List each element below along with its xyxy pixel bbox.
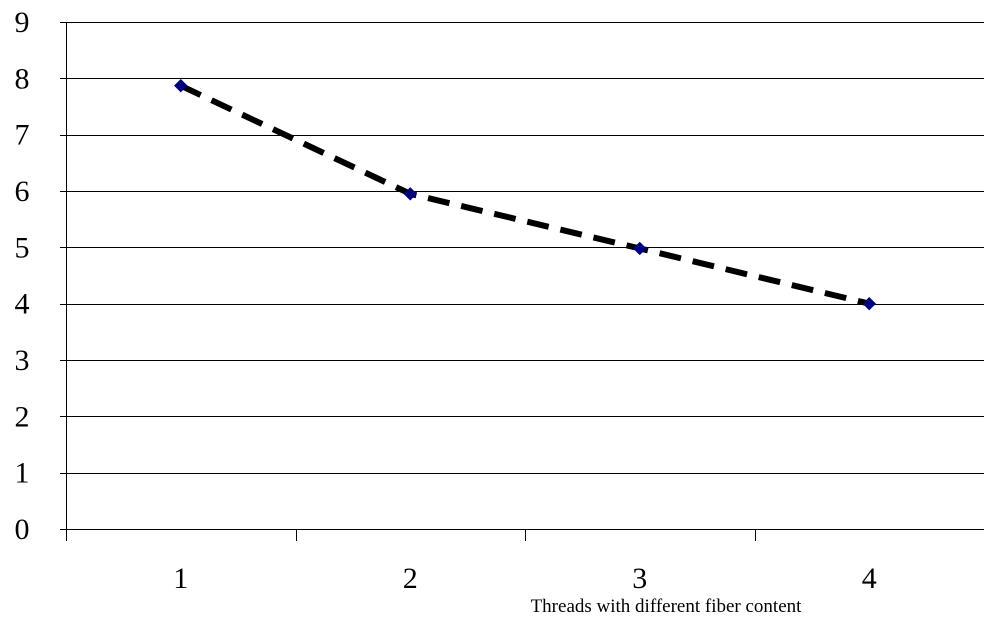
x-tick-label: 4 [862, 562, 877, 595]
y-tick-labels: 0 1 2 3 4 5 6 7 8 9 [15, 6, 30, 546]
data-point-marker [403, 187, 417, 201]
x-tick-label: 3 [632, 562, 647, 595]
y-tick-label: 8 [15, 62, 30, 95]
y-tick-label: 0 [15, 513, 30, 546]
y-tick-label: 5 [15, 231, 30, 264]
y-tick-label: 1 [15, 457, 30, 490]
x-tick-label: 1 [173, 562, 188, 595]
y-tick-label: 3 [15, 344, 30, 377]
series-line [179, 82, 870, 307]
x-axis-label: Threads with different fiber content [531, 596, 803, 617]
data-point-marker [862, 296, 876, 311]
y-tick-label: 6 [15, 175, 30, 208]
y-tick-label: 7 [15, 119, 30, 152]
data-point-marker [174, 78, 188, 93]
axes [60, 22, 984, 541]
y-tick-label: 9 [15, 6, 30, 39]
gridlines [66, 22, 984, 474]
x-tick-labels: 1 2 3 4 [173, 562, 877, 595]
data-point-marker [633, 241, 647, 256]
series-layer [174, 78, 876, 311]
y-tick-label: 4 [15, 288, 30, 321]
y-tick-label: 2 [15, 400, 30, 433]
x-tick-label: 2 [403, 562, 418, 595]
